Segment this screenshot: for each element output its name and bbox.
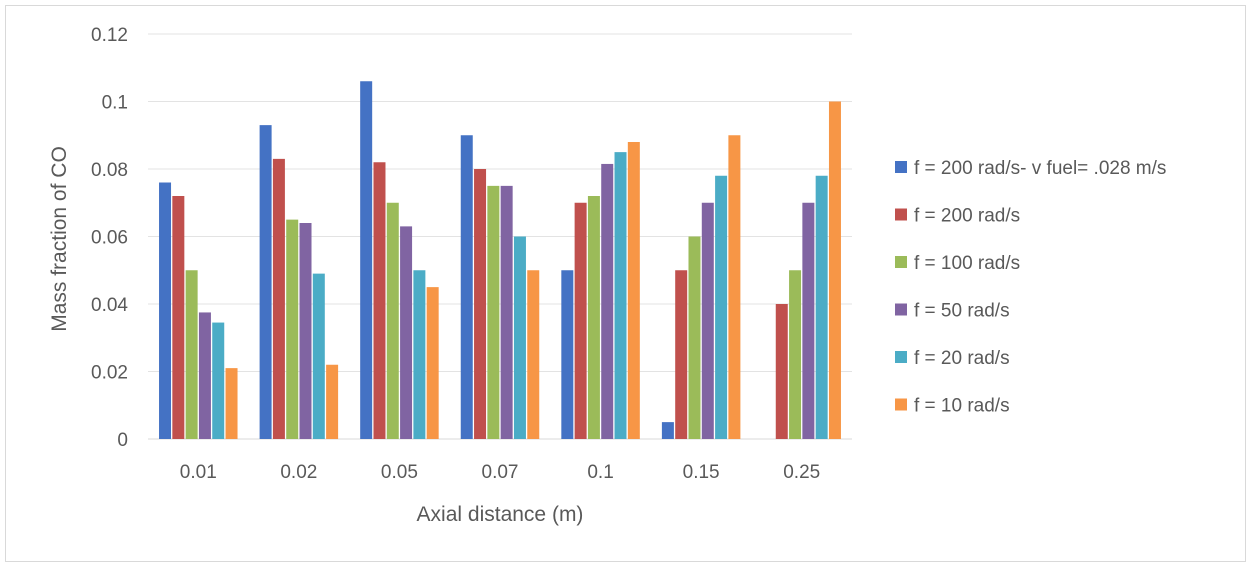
bar [212,322,225,439]
bar [587,196,600,439]
y-tick-label: 0.06 [91,228,128,249]
bar [272,158,285,439]
legend-label: f = 20 rad/s [914,348,1010,369]
x-tick-label: 0.25 [783,462,820,483]
bar [561,270,574,439]
bar [775,304,788,439]
bar [527,270,540,439]
bars [159,81,841,439]
bar [715,175,728,439]
bar [426,287,439,439]
x-tick-label: 0.1 [587,462,613,483]
gridlines [148,33,852,440]
legend: f = 200 rad/s- v fuel= .028 m/s f = 200 r… [895,158,1166,417]
bar [312,273,325,439]
y-tick-label: 0 [117,430,128,451]
bar [172,196,185,439]
y-tick-label: 0.04 [91,295,128,316]
bar [728,135,741,439]
bar [688,236,701,439]
bar [513,236,526,439]
x-tick-label: 0.01 [180,462,217,483]
bar [460,135,473,439]
legend-swatch [895,161,907,173]
bar [487,185,500,439]
y-axis-ticks: 0 0.02 0.04 0.06 0.08 0.1 0.12 [91,25,128,451]
y-tick-label: 0.1 [102,93,128,114]
bar [828,101,841,439]
bar [675,270,688,439]
bar [789,270,802,439]
y-tick-label: 0.12 [91,25,128,46]
y-tick-label: 0.02 [91,363,128,384]
legend-label: f = 100 rad/s [914,253,1020,274]
legend-swatch [895,303,907,316]
legend-label: f = 200 rad/s- v fuel= .028 m/s [914,158,1166,179]
bar [373,162,386,439]
bar [400,226,413,439]
bar [627,142,640,439]
bar [701,202,714,439]
x-tick-label: 0.07 [482,462,519,483]
bar [299,223,312,439]
bar [574,202,587,439]
legend-swatch [895,351,907,363]
bar [614,152,627,439]
x-axis-ticks: 0.01 0.02 0.05 0.07 0.1 0.15 0.25 [180,462,820,483]
bar [661,422,674,439]
y-tick-label: 0.08 [91,160,128,181]
x-tick-label: 0.02 [280,462,317,483]
legend-label: f = 10 rad/s [914,396,1010,417]
bar [386,202,399,439]
bar [815,175,828,439]
bar [601,163,614,439]
legend-swatch [895,208,907,221]
legend-label: f = 200 rad/s [914,206,1020,227]
x-tick-label: 0.05 [381,462,418,483]
legend-swatch [895,256,907,268]
bar [500,185,513,439]
bar [198,312,211,439]
x-tick-label: 0.15 [683,462,720,483]
bar [360,81,373,439]
legend-swatch [895,398,907,411]
bar [413,270,426,439]
bar [225,368,238,439]
bar [802,202,815,439]
bar [326,364,339,439]
bar [159,182,172,439]
y-axis-title: Mass fraction of CO [48,146,71,332]
bar [185,270,198,439]
legend-label: f = 50 rad/s [914,301,1010,322]
x-axis-title: Axial distance (m) [417,503,584,526]
bar [259,125,272,439]
bar [474,169,487,439]
bar [286,219,299,439]
